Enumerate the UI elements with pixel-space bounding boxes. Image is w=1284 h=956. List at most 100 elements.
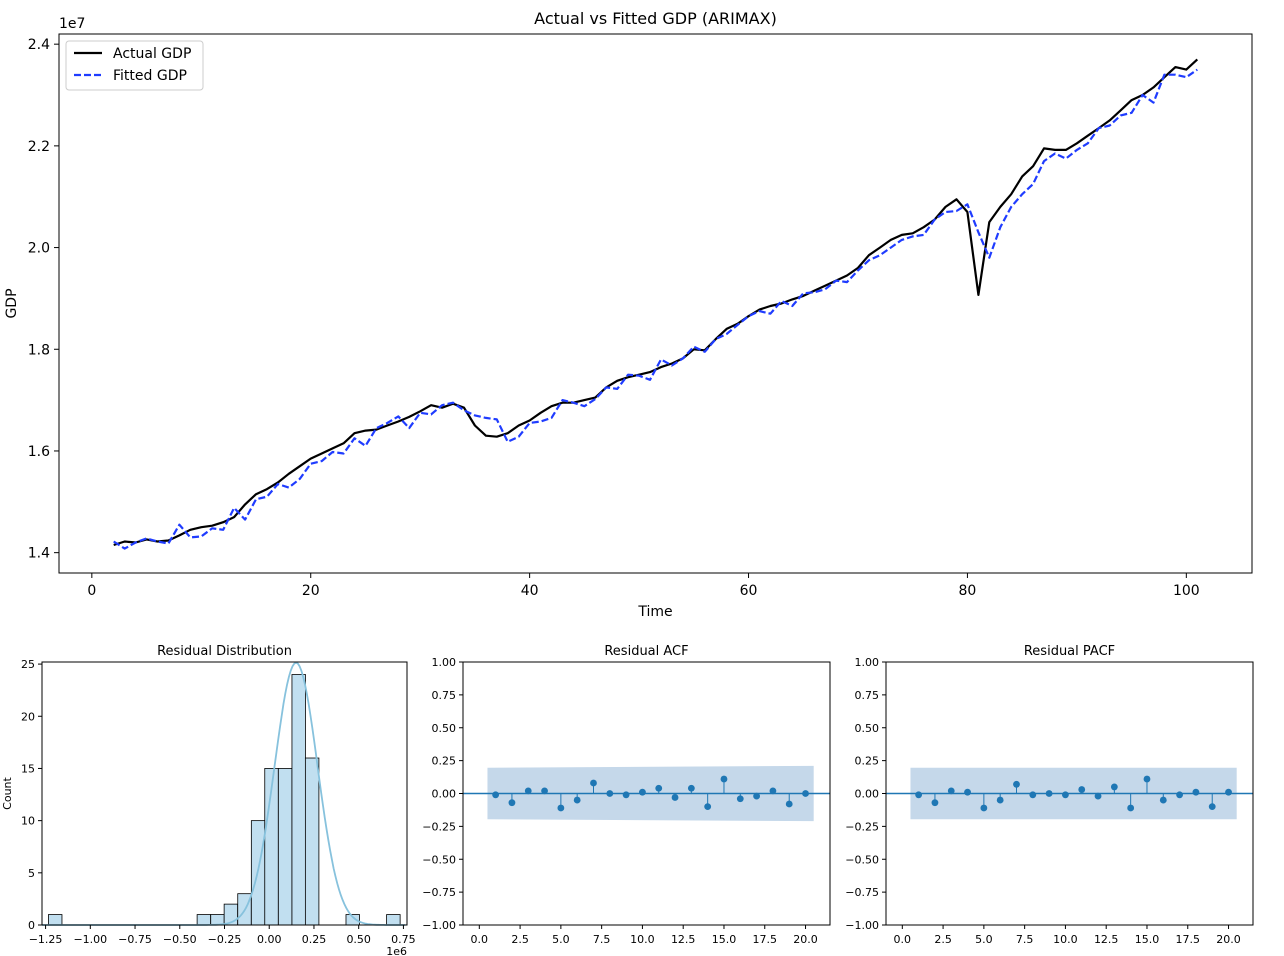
x-tick-label: 20.0 (793, 933, 818, 946)
x-tick-label: 2.5 (934, 933, 952, 946)
x-tick-label: −0.75 (118, 933, 152, 946)
legend-label: Fitted GDP (113, 68, 187, 84)
y-tick-label: 0.25 (855, 755, 880, 768)
stem-marker (671, 794, 679, 801)
pacf-chart: Residual PACF 0.0 2.5 5.0 7.5 10.0 12.5 15.0 17.… (845, 644, 1254, 946)
y-tick-label: 15 (21, 762, 35, 775)
main-chart: Actual vs Fitted GDP (ARIMAX) 1e7 0 20 40 60 8… (4, 9, 1253, 620)
y-tick-label: 0.50 (855, 722, 880, 735)
stem-marker (802, 790, 809, 797)
stem-marker (1062, 791, 1069, 799)
stem-marker (1013, 780, 1020, 788)
x-tick-label: 20.0 (1216, 933, 1241, 946)
plot-frame (885, 661, 1254, 926)
x-tick-label: 17.5 (1176, 933, 1201, 946)
x-tick-label: −0.25 (208, 933, 242, 946)
y-tick-label: 20 (21, 710, 35, 723)
y-tick-label: 1.00 (432, 656, 457, 669)
stem-marker (1045, 790, 1053, 797)
y-tick-label: −0.25 (845, 820, 879, 833)
x-tick-label: 15.0 (1135, 933, 1160, 946)
x-tick-label: 80 (959, 583, 977, 599)
y-tick-label: 1.00 (855, 656, 880, 669)
y-offset-label: 1e7 (59, 16, 85, 32)
stem-marker (769, 787, 777, 795)
histogram-bar (48, 914, 63, 926)
y-tick-label: −0.50 (422, 853, 456, 866)
x-tick-label: 17.5 (753, 933, 778, 946)
stem-marker (1159, 796, 1167, 804)
x-tick-label: 0.25 (302, 933, 327, 946)
y-tick-label: 2.0 (28, 241, 50, 257)
stem-marker (1208, 803, 1216, 811)
stem-marker (1192, 788, 1200, 796)
y-tick-label: 0.75 (855, 689, 880, 702)
x-tick-label: 7.5 (593, 933, 611, 946)
stem-marker (655, 784, 663, 792)
x-tick-label: 0.00 (257, 933, 282, 946)
stem-marker (915, 791, 923, 799)
y-tick-label: 0 (28, 919, 35, 932)
y-tick-label: 1.8 (28, 342, 50, 358)
y-tick-label: 0.00 (432, 788, 457, 801)
stem-marker (736, 795, 744, 803)
y-tick-label: 25 (21, 658, 35, 671)
x-tick-label: 7.5 (1016, 933, 1034, 946)
y-tick-label: −0.50 (845, 853, 879, 866)
stem-marker (573, 796, 581, 804)
histogram-bar (304, 757, 320, 926)
chart-title: Residual PACF (1024, 644, 1115, 659)
x-tick-label: −0.50 (163, 933, 197, 946)
y-tick-label: −0.75 (845, 886, 879, 899)
histogram-bar (196, 914, 212, 926)
y-tick-label: −0.75 (422, 886, 456, 899)
histogram-bar (291, 674, 306, 926)
stem-marker (1143, 775, 1151, 783)
stem-marker (964, 788, 971, 796)
x-tick-label: 2.5 (511, 933, 529, 946)
stem-marker (996, 796, 1004, 804)
kde-curve (42, 661, 406, 926)
y-tick-label: 0.25 (432, 755, 457, 768)
x-tick-label: 15.0 (712, 933, 737, 946)
x-tick-label: 0.50 (346, 933, 371, 946)
y-tick-label: 0.00 (855, 788, 880, 801)
stem-marker (557, 804, 565, 812)
series-line-actual (113, 58, 1199, 547)
stem-marker (639, 788, 646, 796)
x-tick-label: −1.00 (73, 933, 107, 946)
y-tick-label: 0.75 (432, 689, 457, 702)
histogram-bar (277, 768, 293, 926)
x-tick-label: 5.0 (552, 933, 570, 946)
y-tick-label: −1.00 (422, 919, 456, 932)
y-tick-label: 5 (28, 867, 35, 880)
stem-marker (508, 799, 516, 807)
stem-marker (622, 791, 630, 799)
x-tick-label: 10.0 (1053, 933, 1078, 946)
acf-chart: Residual ACF 0.0 2.5 5.0 7.5 10.0 12.5 15.0 17.5… (422, 644, 831, 946)
stem-marker (1176, 791, 1183, 799)
x-tick-label: 12.5 (1094, 933, 1119, 946)
x-axis-label: Time (637, 604, 672, 620)
x-tick-label: 60 (740, 583, 758, 599)
stem-marker (1110, 783, 1118, 791)
y-tick-label: 0.50 (432, 722, 457, 735)
chart-title: Residual Distribution (157, 644, 292, 659)
histogram-bar (386, 914, 401, 926)
y-tick-label: 1.6 (28, 444, 50, 460)
stem-marker (785, 800, 793, 808)
x-tick-label: 20 (302, 583, 320, 599)
x-tick-label: 100 (1173, 583, 1200, 599)
x-offset-label: 1e6 (386, 945, 407, 956)
stem-marker (1029, 791, 1037, 799)
stem-marker (492, 791, 500, 799)
series-line-fitted (113, 68, 1198, 550)
plot-frame (462, 661, 831, 926)
stem-marker (590, 779, 597, 787)
y-tick-label: 1.4 (28, 546, 50, 562)
stem-marker (947, 787, 955, 795)
x-tick-label: 12.5 (671, 933, 696, 946)
x-tick-label: 0.0 (894, 933, 912, 946)
y-tick-label: −1.00 (845, 919, 879, 932)
